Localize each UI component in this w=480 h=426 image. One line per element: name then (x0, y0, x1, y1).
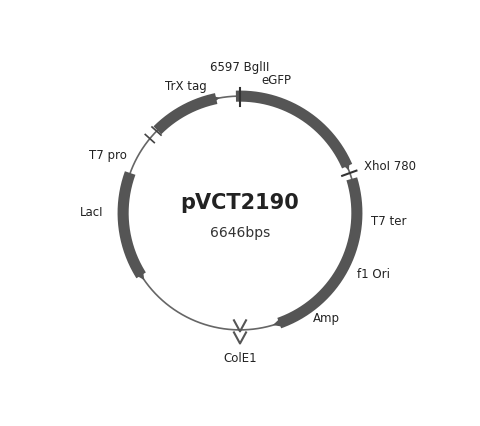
Text: f1 Ori: f1 Ori (357, 268, 390, 282)
Text: XhoI 780: XhoI 780 (364, 161, 416, 173)
Text: TrX tag: TrX tag (166, 81, 207, 93)
Text: 6646bps: 6646bps (210, 226, 270, 240)
Text: 6597 BglII: 6597 BglII (210, 61, 270, 74)
Text: T7 pro: T7 pro (89, 149, 127, 161)
Text: Amp: Amp (313, 312, 340, 325)
Text: ColE1: ColE1 (223, 352, 257, 365)
Text: pVCT2190: pVCT2190 (180, 193, 300, 213)
Text: T7 ter: T7 ter (371, 215, 406, 227)
Text: eGFP: eGFP (261, 74, 291, 87)
Text: LacI: LacI (80, 207, 103, 219)
